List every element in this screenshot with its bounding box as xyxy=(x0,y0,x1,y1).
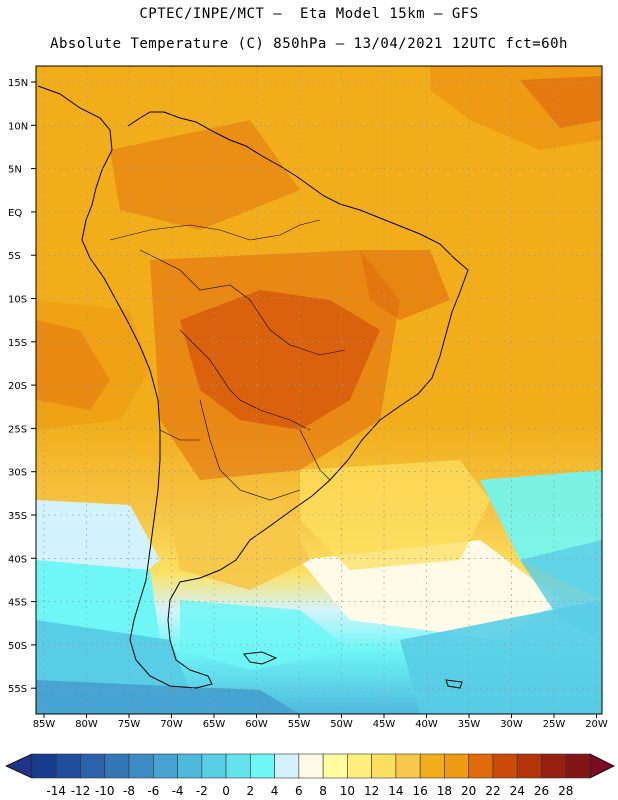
colorbar: -14 -12 -10 -8 -6 -4 -2 0 2 4 6 8 10 12 14 16 18 20 22 24 26… xyxy=(5,753,615,798)
longitude-label: 75W xyxy=(118,719,141,730)
colorbar-tick-label: 12 xyxy=(364,784,379,798)
longitude-label: 25W xyxy=(543,719,566,730)
colorbar-tick-label: 6 xyxy=(295,784,303,798)
latitude-label: 30S xyxy=(8,468,27,479)
longitude-label: 45W xyxy=(373,719,396,730)
colorbar-tick-label: 0 xyxy=(222,784,230,798)
colorbar-swatch xyxy=(55,753,81,779)
colorbar-tick-label: 2 xyxy=(247,784,255,798)
longitude-label: 30W xyxy=(500,719,523,730)
colorbar-swatch xyxy=(492,753,518,779)
colorbar-tick-label: 28 xyxy=(558,784,573,798)
colorbar-swatch xyxy=(201,753,227,779)
temperature-field xyxy=(36,66,602,714)
colorbar-right-arrow xyxy=(589,753,615,779)
colorbar-tick-label: 20 xyxy=(461,784,476,798)
colorbar-tick-label: 10 xyxy=(340,784,355,798)
colorbar-swatch xyxy=(250,753,275,779)
latitude-label: 45S xyxy=(8,598,27,609)
latitude-label: 15N xyxy=(8,78,28,89)
colorbar-swatch xyxy=(347,753,372,779)
colorbar-tick-label: -10 xyxy=(95,784,115,798)
colorbar-swatch xyxy=(371,753,397,779)
colorbar-swatch xyxy=(31,753,57,779)
colorbar-tick-label: 22 xyxy=(485,784,500,798)
longitude-label: 70W xyxy=(160,719,183,730)
colorbar-swatch xyxy=(80,753,106,779)
colorbar-swatch xyxy=(419,753,445,779)
latitude-label: 40S xyxy=(8,554,27,565)
colorbar-tick-label: 16 xyxy=(413,784,428,798)
coastline xyxy=(37,85,469,689)
colorbar-tick-label: -4 xyxy=(172,784,184,798)
map-title: CPTEC/INPE/MCT – Eta Model 15km – GFS xyxy=(139,6,479,22)
colorbar-tick-label: -14 xyxy=(46,784,66,798)
colorbar-tick-label: 24 xyxy=(510,784,525,798)
latitude-label: 10N xyxy=(8,121,28,132)
latitude-label: 35S xyxy=(8,511,27,522)
colorbar-swatch xyxy=(153,753,178,779)
colorbar-tick-label: 4 xyxy=(271,784,279,798)
colorbar-swatch xyxy=(274,753,300,779)
colorbar-swatch xyxy=(298,753,324,779)
latitude-label: 5N xyxy=(8,165,22,176)
latitude-label: 20S xyxy=(8,381,27,392)
country-borders xyxy=(109,219,346,501)
longitude-label: 85W xyxy=(33,719,56,730)
longitude-label: 50W xyxy=(330,719,353,730)
latitude-labels: 15N 10N 5N EQ 5S 10S 15S 20S 25S 30S 35S 40S 45S 50S 5… xyxy=(8,78,36,695)
latitude-label: 5S xyxy=(8,251,21,262)
latitude-label: 50S xyxy=(8,641,27,652)
colorbar-tick-label: 18 xyxy=(437,784,452,798)
colorbar-tick-label: -2 xyxy=(196,784,208,798)
longitude-label: 80W xyxy=(75,719,98,730)
colorbar-swatch xyxy=(225,753,251,779)
map-frame xyxy=(35,65,603,715)
latitude-label: EQ xyxy=(8,208,22,219)
colorbar-tick-label: 14 xyxy=(388,784,403,798)
colorbar-tick-label: 8 xyxy=(319,784,327,798)
colorbar-tick-label: -6 xyxy=(147,784,159,798)
longitude-label: 35W xyxy=(458,719,481,730)
colorbar-swatch xyxy=(516,753,542,779)
colorbar-tick-label: -8 xyxy=(123,784,135,798)
colorbar-swatch xyxy=(322,753,348,779)
colorbar-swatch xyxy=(468,753,494,779)
colorbar-swatch xyxy=(565,753,591,779)
longitude-labels: 85W 80W 75W 70W 65W 60W 55W 50W 45W 40W 35W 30W 25W 2… xyxy=(33,714,608,730)
latitude-label: 55S xyxy=(8,684,27,695)
longitude-label: 65W xyxy=(203,719,226,730)
latitude-label: 15S xyxy=(8,338,27,349)
colorbar-tick-label: -12 xyxy=(71,784,91,798)
longitude-label: 60W xyxy=(245,719,268,730)
colorbar-swatch xyxy=(444,753,469,779)
colorbar-tick-label: 26 xyxy=(534,784,549,798)
longitude-label: 55W xyxy=(288,719,311,730)
latitude-label: 10S xyxy=(8,295,27,306)
colorbar-swatch xyxy=(128,753,154,779)
colorbar-swatch xyxy=(104,753,130,779)
graticule xyxy=(36,66,602,714)
colorbar-left-arrow xyxy=(5,753,33,779)
colorbar-swatch xyxy=(395,753,421,779)
map-subtitle: Absolute Temperature (C) 850hPa – 13/04/… xyxy=(50,36,568,52)
colorbar-swatch xyxy=(177,753,203,779)
longitude-label: 20W xyxy=(585,719,608,730)
colorbar-swatch xyxy=(541,753,567,779)
longitude-label: 40W xyxy=(415,719,438,730)
latitude-label: 25S xyxy=(8,424,27,435)
